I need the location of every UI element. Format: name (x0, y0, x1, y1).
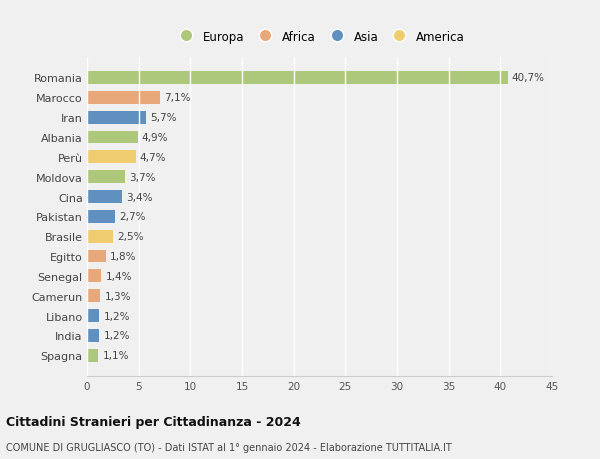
Bar (87, 250, 106, 263)
Bar (87, 131, 137, 144)
Text: 3,4%: 3,4% (126, 192, 153, 202)
Text: 2,5%: 2,5% (117, 232, 143, 241)
Bar (87, 349, 98, 362)
Bar (87, 151, 136, 164)
Text: 1,4%: 1,4% (106, 271, 132, 281)
Text: 1,3%: 1,3% (104, 291, 131, 301)
Bar (87, 72, 508, 85)
Text: 1,8%: 1,8% (110, 252, 136, 262)
Text: 1,2%: 1,2% (104, 311, 130, 321)
Bar (87, 270, 101, 283)
Bar (87, 290, 100, 302)
Bar (87, 92, 160, 105)
Bar (87, 171, 125, 184)
Text: 40,7%: 40,7% (512, 73, 545, 83)
Text: 7,1%: 7,1% (164, 93, 191, 103)
Bar (87, 309, 100, 322)
Text: 2,7%: 2,7% (119, 212, 146, 222)
Bar (87, 210, 115, 224)
Text: 1,2%: 1,2% (104, 330, 130, 341)
Text: 5,7%: 5,7% (150, 113, 176, 123)
Text: 4,9%: 4,9% (142, 133, 168, 143)
Legend: Europa, Africa, Asia, America: Europa, Africa, Asia, America (172, 28, 467, 46)
Bar (87, 112, 146, 124)
Bar (87, 230, 113, 243)
Text: 1,1%: 1,1% (103, 351, 129, 360)
Text: COMUNE DI GRUGLIASCO (TO) - Dati ISTAT al 1° gennaio 2024 - Elaborazione TUTTITA: COMUNE DI GRUGLIASCO (TO) - Dati ISTAT a… (6, 442, 452, 452)
Text: 4,7%: 4,7% (140, 152, 166, 162)
Bar (87, 329, 100, 342)
Bar (87, 190, 122, 203)
Text: 3,7%: 3,7% (130, 172, 156, 182)
Text: Cittadini Stranieri per Cittadinanza - 2024: Cittadini Stranieri per Cittadinanza - 2… (6, 415, 301, 428)
